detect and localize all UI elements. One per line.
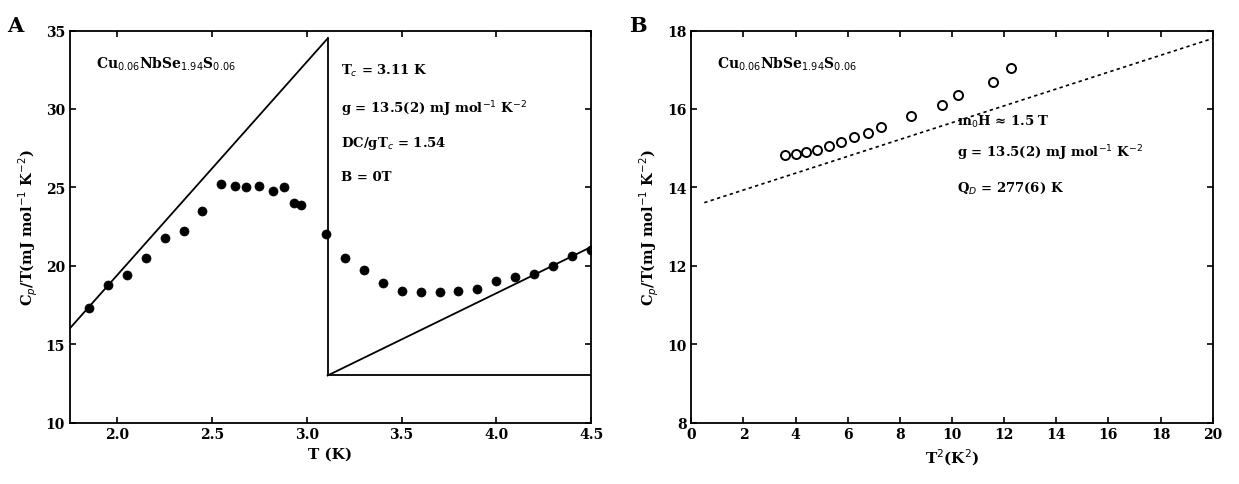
Y-axis label: C$_{p}$/T(mJ mol$^{-1}$ K$^{-2}$): C$_{p}$/T(mJ mol$^{-1}$ K$^{-2}$) xyxy=(16,149,40,305)
X-axis label: T$^{2}$(K$^{2}$): T$^{2}$(K$^{2}$) xyxy=(924,447,979,468)
Text: B: B xyxy=(628,16,647,36)
Text: m$_{0}$H ≈ 1.5 T: m$_{0}$H ≈ 1.5 T xyxy=(958,113,1049,129)
Y-axis label: C$_{p}$/T(mJ mol$^{-1}$ K$^{-2}$): C$_{p}$/T(mJ mol$^{-1}$ K$^{-2}$) xyxy=(638,149,662,305)
Text: g = 13.5(2) mJ mol$^{-1}$ K$^{-2}$: g = 13.5(2) mJ mol$^{-1}$ K$^{-2}$ xyxy=(958,143,1144,163)
Text: B = 0T: B = 0T xyxy=(341,171,392,184)
Text: Cu$_{0.06}$NbSe$_{1.94}$S$_{0.06}$: Cu$_{0.06}$NbSe$_{1.94}$S$_{0.06}$ xyxy=(717,55,857,73)
X-axis label: T (K): T (K) xyxy=(309,447,353,461)
Text: T$_{c}$ = 3.11 K: T$_{c}$ = 3.11 K xyxy=(341,63,427,79)
Text: A: A xyxy=(7,16,24,36)
Text: g = 13.5(2) mJ mol$^{-1}$ K$^{-2}$: g = 13.5(2) mJ mol$^{-1}$ K$^{-2}$ xyxy=(341,99,527,119)
Text: Q$_{D}$ = 277(6) K: Q$_{D}$ = 277(6) K xyxy=(958,181,1064,196)
Text: DC/gT$_{c}$ = 1.54: DC/gT$_{c}$ = 1.54 xyxy=(341,135,446,152)
Text: Cu$_{0.06}$NbSe$_{1.94}$S$_{0.06}$: Cu$_{0.06}$NbSe$_{1.94}$S$_{0.06}$ xyxy=(95,55,235,73)
